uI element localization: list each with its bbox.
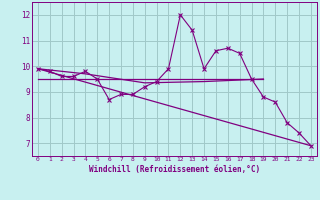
X-axis label: Windchill (Refroidissement éolien,°C): Windchill (Refroidissement éolien,°C) bbox=[89, 165, 260, 174]
